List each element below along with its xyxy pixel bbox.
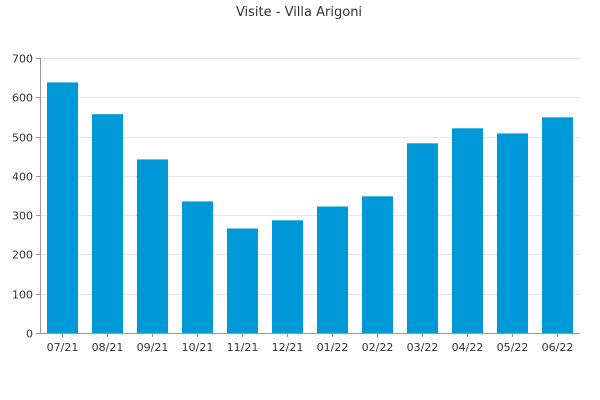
chart-title: Visite - Villa Arigoni (236, 5, 362, 20)
y-tick-label: 400 (12, 171, 33, 184)
x-tick-label: 08/21 (92, 341, 124, 354)
bar-08-21 (92, 114, 123, 333)
bar-12-21 (272, 220, 303, 334)
x-tick-label: 04/22 (452, 341, 484, 354)
bar-02-22 (362, 196, 393, 333)
y-tick-label: 300 (12, 210, 33, 223)
bar-07-21 (47, 82, 78, 334)
y-tick-labels: 0 100 200 300 400 500 600 700 (12, 53, 33, 341)
y-tick-label: 500 (12, 132, 33, 145)
y-tick-label: 700 (12, 53, 33, 66)
y-tick-label: 0 (26, 328, 33, 341)
bars (47, 82, 573, 334)
y-tick-label: 200 (12, 249, 33, 262)
axes (36, 58, 580, 337)
bar-10-21 (182, 201, 213, 333)
x-tick-label: 05/22 (497, 341, 529, 354)
x-tick-label: 07/21 (47, 341, 79, 354)
y-tick-label: 600 (12, 92, 33, 105)
bar-03-22 (407, 143, 438, 333)
bar-09-21 (137, 159, 168, 333)
bar-01-22 (317, 206, 348, 333)
x-tick-labels: 07/21 08/21 09/21 10/21 11/21 12/21 01/22 02/22… (47, 341, 574, 354)
y-tick-label: 100 (12, 289, 33, 302)
x-tick-label: 12/21 (272, 341, 304, 354)
x-tick-label: 03/22 (407, 341, 439, 354)
bar-05-22 (497, 133, 528, 333)
x-tick-label: 10/21 (182, 341, 214, 354)
x-tick-label: 01/22 (317, 341, 349, 354)
bar-11-21 (227, 228, 258, 333)
x-tick-label: 09/21 (137, 341, 169, 354)
x-tick-label: 02/22 (362, 341, 394, 354)
x-tick-label: 06/22 (542, 341, 574, 354)
bar-06-22 (542, 117, 573, 333)
grid-lines (40, 58, 580, 295)
bar-04-22 (452, 128, 483, 333)
x-tick-label: 11/21 (227, 341, 259, 354)
